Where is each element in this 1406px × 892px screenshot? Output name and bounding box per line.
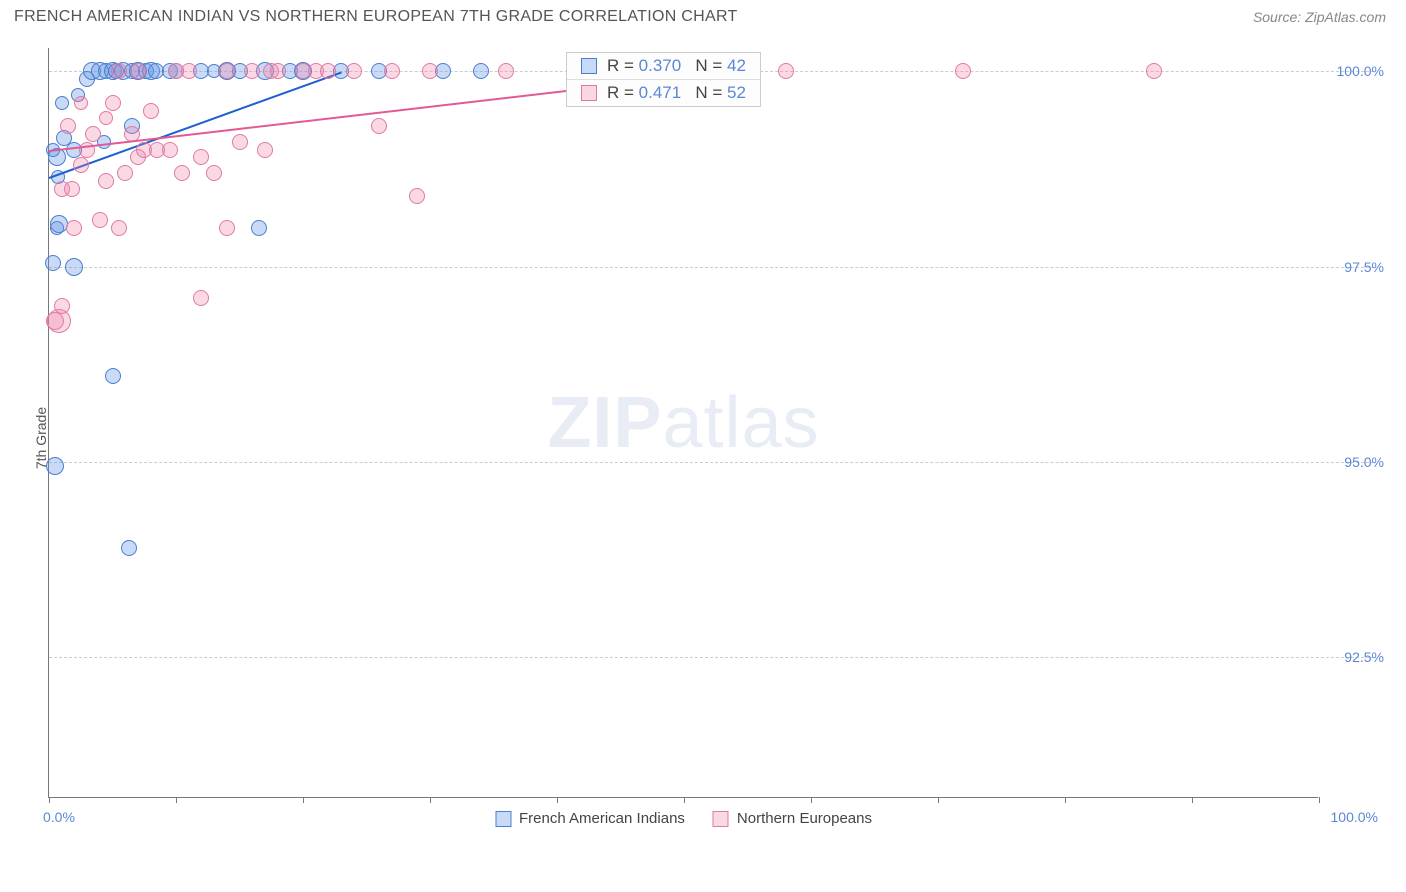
y-axis-label: 7th Grade (33, 407, 49, 469)
scatter-point (162, 142, 178, 158)
watermark: ZIPatlas (547, 382, 819, 464)
x-tick-mark (1192, 797, 1193, 803)
x-tick-mark (557, 797, 558, 803)
correlation-legend: R = 0.370 N = 42 R = 0.471 N = 52 (566, 52, 761, 107)
chart-header: FRENCH AMERICAN INDIAN VS NORTHERN EUROP… (0, 0, 1406, 30)
x-tick-mark (1065, 797, 1066, 803)
scatter-point (193, 149, 209, 165)
scatter-point (409, 188, 425, 204)
scatter-point (46, 457, 64, 475)
scatter-point (320, 63, 336, 79)
scatter-point (1146, 63, 1162, 79)
scatter-point (181, 63, 197, 79)
x-tick-mark (303, 797, 304, 803)
watermark-bold: ZIP (547, 383, 662, 463)
y-tick-label: 95.0% (1324, 454, 1384, 470)
legend-label: French American Indians (519, 810, 685, 827)
scatter-point (232, 134, 248, 150)
scatter-point (498, 63, 514, 79)
legend-label: Northern Europeans (737, 810, 872, 827)
scatter-point (111, 63, 127, 79)
scatter-point (117, 165, 133, 181)
scatter-point (206, 165, 222, 181)
scatter-point (54, 298, 70, 314)
scatter-point (50, 215, 68, 233)
x-label-right: 100.0% (1331, 809, 1378, 825)
scatter-point (371, 118, 387, 134)
scatter-point (105, 368, 121, 384)
x-tick-mark (49, 797, 50, 803)
legend-swatch (581, 58, 597, 74)
correlation-legend-row: R = 0.471 N = 52 (567, 79, 760, 106)
chart-wrap: 7th Grade ZIPatlas 100.0%97.5%95.0%92.5%… (14, 38, 1394, 838)
scatter-point (219, 63, 235, 79)
correlation-legend-row: R = 0.370 N = 42 (567, 53, 760, 79)
scatter-point (193, 290, 209, 306)
scatter-point (257, 142, 273, 158)
scatter-point (778, 63, 794, 79)
gridline-h (49, 462, 1374, 463)
scatter-point (174, 165, 190, 181)
x-tick-mark (938, 797, 939, 803)
scatter-point (111, 220, 127, 236)
scatter-point (55, 96, 69, 110)
scatter-point (73, 157, 89, 173)
scatter-point (92, 212, 108, 228)
scatter-point (130, 63, 146, 79)
scatter-point (219, 220, 235, 236)
legend-item: Northern Europeans (713, 810, 872, 827)
scatter-point (64, 181, 80, 197)
y-tick-label: 92.5% (1324, 649, 1384, 665)
x-tick-mark (176, 797, 177, 803)
x-tick-mark (811, 797, 812, 803)
scatter-point (121, 540, 137, 556)
legend-swatch (581, 85, 597, 101)
watermark-light: atlas (662, 383, 819, 463)
legend-r-text: R = 0.370 N = 42 (607, 56, 746, 76)
scatter-point (65, 258, 83, 276)
y-tick-label: 97.5% (1324, 259, 1384, 275)
x-label-left: 0.0% (43, 809, 75, 825)
scatter-point (384, 63, 400, 79)
gridline-h (49, 657, 1374, 658)
scatter-point (270, 63, 286, 79)
x-tick-mark (684, 797, 685, 803)
x-tick-mark (1319, 797, 1320, 803)
scatter-point (955, 63, 971, 79)
scatter-point (143, 103, 159, 119)
legend-swatch (495, 811, 511, 827)
gridline-h (49, 267, 1374, 268)
scatter-point (66, 220, 82, 236)
scatter-point (74, 96, 88, 110)
scatter-point (60, 118, 76, 134)
scatter-point (422, 63, 438, 79)
scatter-point (251, 220, 267, 236)
chart-source: Source: ZipAtlas.com (1253, 9, 1386, 25)
scatter-point (99, 111, 113, 125)
scatter-point (98, 173, 114, 189)
x-tick-mark (430, 797, 431, 803)
scatter-point (105, 95, 121, 111)
legend-r-text: R = 0.471 N = 52 (607, 83, 746, 103)
y-tick-label: 100.0% (1324, 63, 1384, 79)
legend-swatch (713, 811, 729, 827)
scatter-point (45, 255, 61, 271)
legend-item: French American Indians (495, 810, 685, 827)
chart-title: FRENCH AMERICAN INDIAN VS NORTHERN EUROP… (14, 8, 738, 26)
series-legend: French American Indians Northern European… (495, 810, 872, 827)
scatter-point (473, 63, 489, 79)
scatter-point (346, 63, 362, 79)
scatter-point (85, 126, 101, 142)
scatter-point (244, 63, 260, 79)
plot-area: ZIPatlas 100.0%97.5%95.0%92.5%0.0%100.0%… (48, 48, 1318, 798)
